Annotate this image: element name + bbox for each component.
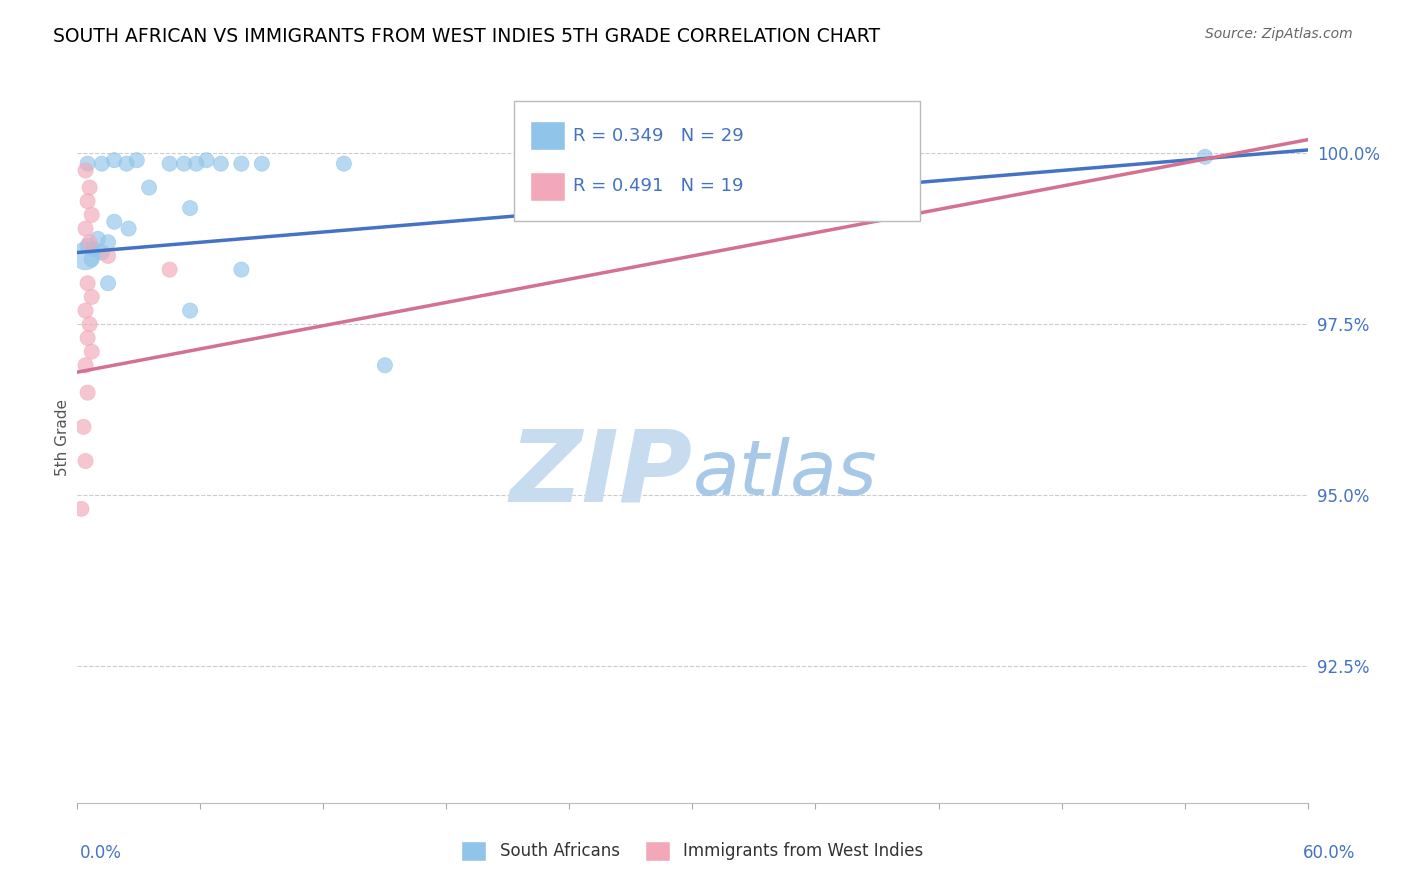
Point — [79, 235, 101, 250]
Point — [79, 180, 101, 194]
Point — [83, 242, 105, 256]
Point — [80, 252, 103, 267]
Point — [195, 153, 218, 168]
Bar — [530, 171, 565, 201]
Point — [159, 156, 181, 170]
Point — [173, 156, 195, 170]
Point — [231, 156, 253, 170]
Point — [76, 156, 98, 170]
Legend: South Africans, Immigrants from West Indies: South Africans, Immigrants from West Ind… — [454, 834, 931, 868]
Point — [103, 215, 125, 229]
Point — [90, 245, 114, 260]
Point — [209, 156, 232, 170]
Point — [115, 156, 138, 170]
Point — [75, 454, 97, 468]
Point — [75, 303, 97, 318]
Point — [75, 359, 97, 373]
Point — [138, 180, 160, 194]
Point — [76, 277, 98, 291]
Point — [333, 156, 356, 170]
Point — [75, 249, 97, 263]
Text: atlas: atlas — [693, 437, 877, 510]
Point — [76, 385, 98, 400]
Point — [179, 201, 201, 215]
Bar — [530, 121, 565, 151]
Text: 60.0%: 60.0% — [1302, 844, 1355, 862]
Point — [75, 163, 97, 178]
Point — [250, 156, 273, 170]
Point — [1194, 150, 1216, 164]
Point — [117, 221, 139, 235]
Point — [76, 238, 98, 252]
Text: R = 0.349   N = 29: R = 0.349 N = 29 — [574, 127, 744, 145]
Point — [97, 249, 120, 263]
Point — [179, 303, 201, 318]
Point — [75, 221, 97, 235]
Point — [103, 153, 125, 168]
Text: 0.0%: 0.0% — [80, 844, 122, 862]
Text: Source: ZipAtlas.com: Source: ZipAtlas.com — [1205, 27, 1353, 41]
Point — [80, 290, 103, 304]
Point — [80, 344, 103, 359]
Point — [79, 318, 101, 332]
Point — [231, 262, 253, 277]
Point — [76, 194, 98, 209]
Point — [374, 359, 396, 373]
Point — [76, 331, 98, 345]
Point — [90, 156, 114, 170]
Text: SOUTH AFRICAN VS IMMIGRANTS FROM WEST INDIES 5TH GRADE CORRELATION CHART: SOUTH AFRICAN VS IMMIGRANTS FROM WEST IN… — [53, 27, 880, 45]
Point — [125, 153, 148, 168]
Point — [159, 262, 181, 277]
Point — [72, 420, 94, 434]
Point — [87, 232, 110, 246]
Text: R = 0.491   N = 19: R = 0.491 N = 19 — [574, 178, 744, 195]
Point — [97, 235, 120, 250]
FancyBboxPatch shape — [515, 101, 920, 221]
Point — [70, 501, 93, 516]
Text: ZIP: ZIP — [509, 425, 693, 522]
Point — [186, 156, 208, 170]
Point — [97, 277, 120, 291]
Point — [80, 208, 103, 222]
Y-axis label: 5th Grade: 5th Grade — [55, 399, 70, 475]
